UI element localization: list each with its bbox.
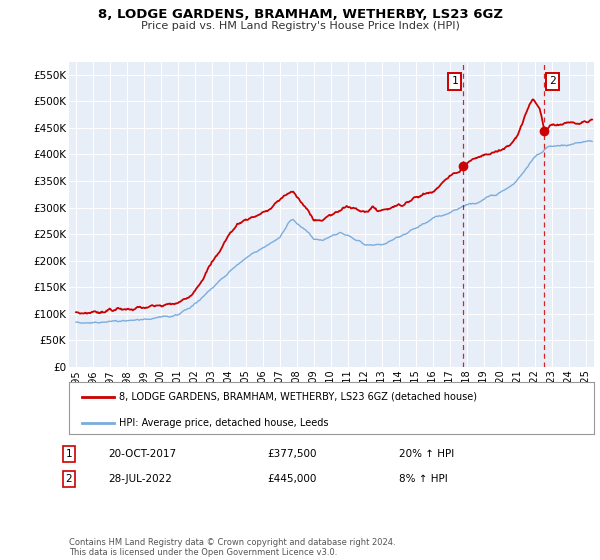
Text: 8% ↑ HPI: 8% ↑ HPI [399, 474, 448, 484]
Text: £445,000: £445,000 [267, 474, 316, 484]
Text: 8, LODGE GARDENS, BRAMHAM, WETHERBY, LS23 6GZ: 8, LODGE GARDENS, BRAMHAM, WETHERBY, LS2… [97, 8, 503, 21]
Text: 20% ↑ HPI: 20% ↑ HPI [399, 449, 454, 459]
Text: HPI: Average price, detached house, Leeds: HPI: Average price, detached house, Leed… [119, 418, 328, 428]
Text: 8, LODGE GARDENS, BRAMHAM, WETHERBY, LS23 6GZ (detached house): 8, LODGE GARDENS, BRAMHAM, WETHERBY, LS2… [119, 392, 477, 402]
Text: 1: 1 [451, 76, 458, 86]
Text: £377,500: £377,500 [267, 449, 317, 459]
Text: 1: 1 [65, 449, 73, 459]
Text: 28-JUL-2022: 28-JUL-2022 [108, 474, 172, 484]
Text: 20-OCT-2017: 20-OCT-2017 [108, 449, 176, 459]
Text: Price paid vs. HM Land Registry's House Price Index (HPI): Price paid vs. HM Land Registry's House … [140, 21, 460, 31]
Text: Contains HM Land Registry data © Crown copyright and database right 2024.
This d: Contains HM Land Registry data © Crown c… [69, 538, 395, 557]
Text: 2: 2 [550, 76, 556, 86]
Text: 2: 2 [65, 474, 73, 484]
